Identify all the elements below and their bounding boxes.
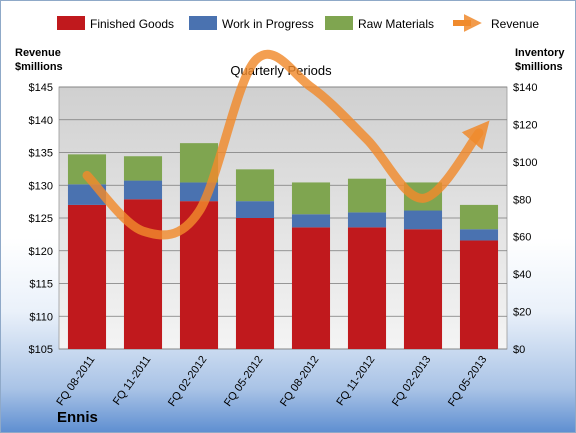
left-tick-label: $130 bbox=[29, 180, 53, 192]
legend-label-work-in-progress: Work in Progress bbox=[222, 17, 314, 31]
right-tick-label: $60 bbox=[513, 232, 531, 244]
right-axis-ticks: $0 $20 $40 $60 $80 $100 $120 $140 bbox=[513, 82, 537, 356]
bar-raw-materials bbox=[123, 156, 163, 181]
left-axis-title-line1: Revenue bbox=[15, 47, 61, 59]
bar-raw-materials bbox=[291, 182, 331, 215]
legend-item-finished-goods: Finished Goods bbox=[57, 16, 174, 31]
right-axis-title-line2: $millions bbox=[515, 61, 563, 73]
right-tick-label: $40 bbox=[513, 269, 531, 281]
x-tick-label: FQ 05-2012 bbox=[222, 354, 266, 409]
bar-work-in-progress bbox=[347, 212, 387, 228]
x-tick-label: FQ 08-2011 bbox=[54, 354, 97, 408]
right-tick-label: $20 bbox=[513, 307, 531, 319]
bar-raw-materials bbox=[347, 178, 387, 213]
left-axis-title-line2: $millions bbox=[15, 61, 63, 73]
revenue-line bbox=[82, 49, 490, 240]
legend-label-revenue: Revenue bbox=[491, 17, 539, 31]
bar-finished-goods bbox=[403, 229, 443, 349]
x-tick-label: FQ 11-2011 bbox=[111, 354, 154, 408]
bar-finished-goods bbox=[235, 218, 275, 349]
right-tick-label: $140 bbox=[513, 82, 537, 94]
bar-work-in-progress bbox=[235, 201, 275, 218]
left-tick-label: $115 bbox=[29, 279, 53, 291]
bar-raw-materials bbox=[235, 169, 275, 202]
left-tick-label: $125 bbox=[29, 213, 53, 225]
company-name: Ennis bbox=[57, 409, 98, 426]
bar-work-in-progress bbox=[403, 210, 443, 230]
legend-swatch-raw-materials bbox=[325, 16, 353, 30]
bar-finished-goods bbox=[347, 227, 387, 349]
bar-work-in-progress bbox=[123, 180, 163, 200]
right-tick-label: $0 bbox=[513, 344, 525, 356]
x-tick-label: FQ 11-2012 bbox=[334, 354, 377, 408]
legend: Finished Goods Work in Progress Raw Mate… bbox=[57, 14, 539, 32]
x-tick-label: FQ 05-2013 bbox=[446, 354, 490, 409]
left-tick-label: $135 bbox=[29, 148, 53, 160]
bar-finished-goods bbox=[67, 204, 107, 349]
legend-item-revenue: Revenue bbox=[453, 14, 539, 32]
right-axis-title-line1: Inventory bbox=[515, 47, 565, 59]
bar-finished-goods bbox=[459, 240, 499, 349]
bar-raw-materials bbox=[459, 204, 499, 230]
right-tick-label: $80 bbox=[513, 194, 531, 206]
bar-work-in-progress bbox=[459, 229, 499, 241]
x-axis-ticks: FQ 08-2011 FQ 11-2011 FQ 02-2012 FQ 05-2012… bbox=[54, 354, 489, 409]
x-tick-label: FQ 02-2012 bbox=[166, 354, 210, 409]
x-tick-label: FQ 08-2012 bbox=[278, 354, 322, 409]
left-tick-label: $120 bbox=[29, 246, 53, 258]
right-tick-label: $120 bbox=[513, 119, 537, 131]
left-tick-label: $140 bbox=[29, 115, 53, 127]
x-tick-label: FQ 02-2013 bbox=[390, 354, 434, 409]
right-tick-label: $100 bbox=[513, 157, 537, 169]
legend-label-raw-materials: Raw Materials bbox=[358, 17, 434, 31]
legend-item-work-in-progress: Work in Progress bbox=[189, 16, 314, 31]
left-tick-label: $105 bbox=[29, 344, 53, 356]
legend-swatch-finished-goods bbox=[57, 16, 85, 30]
left-tick-label: $110 bbox=[29, 311, 53, 323]
left-tick-label: $145 bbox=[29, 82, 53, 94]
bar-work-in-progress bbox=[291, 214, 331, 228]
legend-label-finished-goods: Finished Goods bbox=[90, 17, 174, 31]
revenue-line-group bbox=[82, 49, 490, 240]
bar-finished-goods bbox=[291, 227, 331, 349]
left-axis-ticks: $105 $110 $115 $120 $125 $130 $135 $140 $145 bbox=[29, 82, 53, 356]
legend-item-raw-materials: Raw Materials bbox=[325, 16, 434, 31]
legend-swatch-work-in-progress bbox=[189, 16, 217, 30]
